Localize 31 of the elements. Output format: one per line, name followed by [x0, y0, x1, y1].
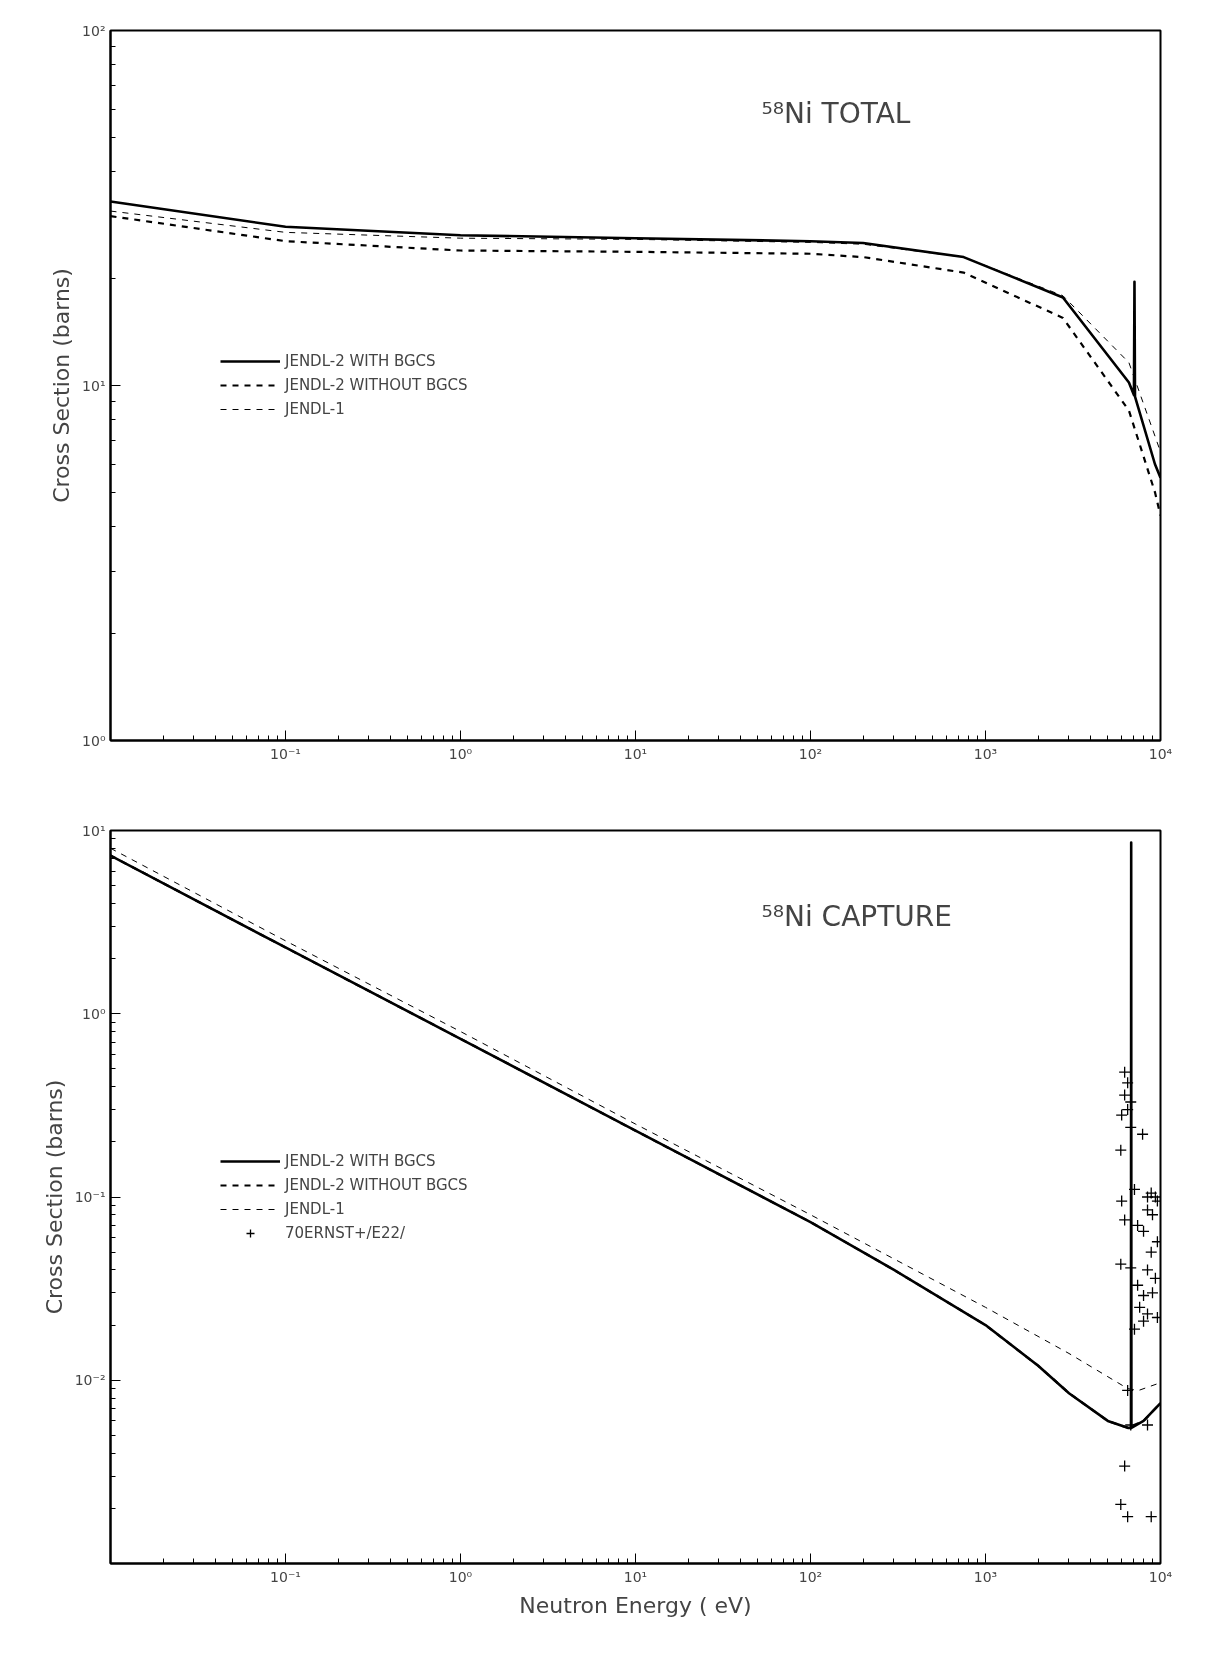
x-tick-label: 10³ — [973, 745, 998, 762]
x-tick-label: 10¹ — [623, 745, 648, 762]
x-tick-label: 10¹ — [623, 1568, 648, 1585]
x-tick-label: 10³ — [973, 1568, 998, 1585]
x-tick-label: 10⁰ — [448, 1568, 473, 1585]
y-tick-label: 10² — [82, 22, 106, 39]
text: ⁵⁸Ni TOTAL — [761, 96, 911, 130]
legend-label: JENDL-2 WITHOUT BGCS — [285, 376, 468, 394]
y-tick-label: 10⁻² — [74, 1372, 106, 1389]
x-tick-label: 10² — [798, 745, 823, 762]
y-tick-label: 10⁻¹ — [74, 1189, 106, 1205]
legend-label: JENDL-2 WITHOUT BGCS — [285, 1175, 468, 1194]
x-tick-label: 10⁻¹ — [270, 745, 301, 762]
legend-label: JENDL-2 WITH BGCS — [285, 1151, 436, 1170]
y-axis-title: Cross Section (barns) — [41, 1079, 67, 1315]
y-tick-label: 10⁰ — [82, 732, 106, 749]
y-tick-label: 10¹ — [82, 822, 106, 839]
legend-label: JENDL-1 — [285, 1199, 345, 1218]
legend-label: 70ERNST+/E22/ — [285, 1223, 406, 1242]
legend-label: JENDL-2 WITH BGCS — [285, 352, 436, 370]
x-tick-label: 10⁴ — [1148, 745, 1173, 762]
x-tick-label: 10⁴ — [1148, 1568, 1173, 1585]
y-tick-label: 10¹ — [82, 377, 106, 394]
x-tick-label: 10⁻¹ — [270, 1568, 301, 1585]
y-axis-title: Cross Section (barns) — [49, 268, 75, 503]
y-tick-label: 10⁰ — [82, 1005, 106, 1022]
x-tick-label: 10² — [798, 1568, 823, 1585]
x-tick-label: 10⁰ — [448, 745, 473, 762]
x-axis-title: Neutron Energy ( eV) — [519, 1592, 752, 1618]
legend-label: JENDL-1 — [285, 400, 345, 418]
text: ⁵⁸Ni CAPTURE — [761, 900, 952, 934]
